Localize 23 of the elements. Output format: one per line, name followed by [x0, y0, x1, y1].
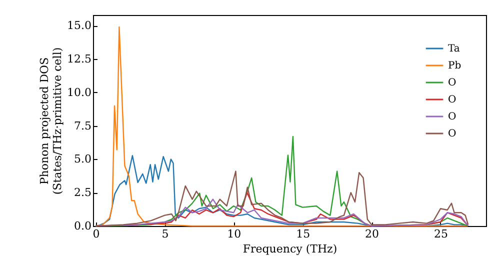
- line-series: [95, 26, 469, 227]
- x-axis-title: Frequency (THz): [242, 242, 338, 256]
- y-tick-label: 15.0: [67, 19, 92, 32]
- legend-label: O: [448, 112, 456, 122]
- y-axis-title: Phonon projected DOS (States/THz·primitive cell): [38, 47, 64, 195]
- x-tick-label: 15: [296, 228, 310, 240]
- y-tick-label: 0.0: [74, 220, 92, 232]
- y-tick-label: 7.5: [74, 119, 92, 132]
- legend-label: O: [448, 78, 456, 88]
- y-tick-label: 2.5: [74, 186, 92, 200]
- x-tick-label: 0: [92, 228, 100, 240]
- legend-label: O: [448, 128, 456, 140]
- x-tick-label: 25: [434, 228, 448, 240]
- y-tick-label: 12.5: [67, 52, 92, 66]
- legend-label: Ta: [448, 44, 460, 54]
- line-series: [95, 170, 469, 227]
- legend-label: Pb: [448, 60, 462, 72]
- x-tick-label: 10: [227, 228, 242, 240]
- y-tick-label: 5.0: [74, 152, 92, 166]
- legend-label: O: [448, 94, 456, 106]
- x-tick-label: 20: [365, 228, 380, 240]
- y-tick-label: 10.0: [67, 86, 92, 99]
- x-tick-label: 5: [162, 228, 169, 240]
